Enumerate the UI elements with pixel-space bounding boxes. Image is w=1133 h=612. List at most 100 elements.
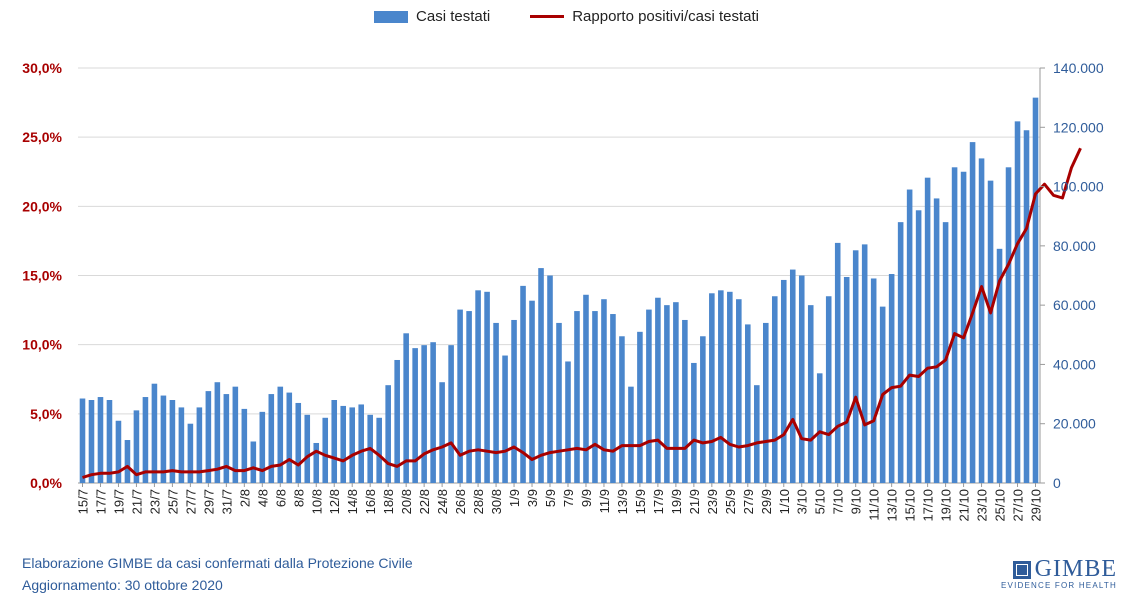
x-tick-label: 23/9 [705,489,720,514]
bar [250,441,257,483]
x-tick-label: 3/10 [795,489,810,514]
x-tick-label: 21/9 [687,489,702,514]
right-tick-label: 40.000 [1053,356,1096,372]
bar [133,410,140,483]
bar [214,382,221,483]
chart-plot: 0,0% 5,0% 10,0% 15,0% 20,0% 25,0% 30,0% 0 20.00… [22,60,1104,522]
bar [124,440,131,483]
bar [286,392,293,483]
x-tick-label: 2/8 [237,489,252,507]
chart-legend: Casi testati Rapporto positivi/casi test… [0,8,1133,25]
bar [79,398,86,483]
x-tick-label: 13/9 [615,489,630,514]
bar [1005,167,1012,483]
bar [987,180,994,483]
bar [897,222,904,483]
x-axis-ticks: 15/7 17/7 19/7 21/7 23/7 25/7 27/7 29/7 31/7 2/8 4… [75,483,1044,522]
bar-series [79,97,1039,484]
gridlines [78,67,1041,484]
x-tick-label: 20/8 [399,489,414,514]
bar [574,311,580,483]
bar [205,391,212,483]
bar [807,305,814,483]
x-tick-label: 11/10 [867,489,882,521]
x-tick-label: 11/9 [597,489,612,513]
right-axis-ticks: 0 20.000 40.000 60.000 80.000 100.000 120.000 1… [1040,60,1104,491]
logo-tagline: EVIDENCE FOR HEALTH [1001,581,1117,590]
x-tick-label: 23/7 [147,489,162,514]
x-tick-label: 19/9 [669,489,684,514]
bar [727,291,733,483]
x-tick-label: 7/9 [561,489,576,507]
bar [349,407,356,483]
x-tick-label: 1/9 [507,489,522,507]
bar [628,386,634,483]
legend-item-bars: Casi testati [374,8,490,25]
right-tick-label: 80.000 [1053,238,1096,254]
bar [870,278,877,483]
bar [259,411,266,483]
bar [466,311,472,483]
bar [933,198,940,483]
source-note: Elaborazione GIMBE da casi confermati da… [22,552,413,596]
bar [592,311,598,483]
bar [852,250,859,483]
bar [637,331,643,483]
bar [745,324,751,483]
bar [924,177,931,483]
bar [277,386,284,483]
legend-label-line: Rapporto positivi/casi testati [572,8,759,25]
x-tick-label: 19/7 [111,489,126,514]
legend-swatch-bars [374,10,409,23]
bar [88,400,95,483]
bar [340,405,347,483]
x-tick-label: 1/10 [777,489,792,514]
right-tick-label: 140.000 [1053,60,1104,76]
left-tick-label: 20,0% [22,198,62,214]
bar [448,345,454,483]
bar [942,222,949,483]
x-tick-label: 17/7 [93,489,108,514]
bar [619,336,625,483]
bar [232,386,239,483]
bar [762,322,769,483]
x-tick-label: 15/7 [75,489,90,514]
bar [403,333,409,483]
x-tick-label: 29/10 [1029,489,1044,522]
bar [331,400,338,483]
bar [241,408,248,483]
bar [709,293,715,483]
left-tick-label: 15,0% [22,268,62,284]
bar [888,274,895,483]
legend-item-line: Rapporto positivi/casi testati [530,8,759,25]
bar [718,290,724,483]
x-tick-label: 6/8 [273,489,288,507]
bar [268,394,275,483]
legend-swatch-line [530,15,565,18]
bar [906,189,913,484]
bar [798,275,805,483]
bar [196,407,203,483]
bar [439,382,445,483]
x-tick-label: 25/7 [165,489,180,514]
x-tick-label: 13/10 [885,489,900,522]
bar [430,342,436,483]
x-tick-label: 9/10 [849,489,864,514]
bar [529,300,535,483]
bar [664,305,670,483]
x-tick-label: 10/8 [309,489,324,514]
bar [996,248,1003,483]
x-tick-label: 9/9 [579,489,594,507]
bar [816,373,823,483]
bar [780,279,787,483]
bar [583,294,589,483]
bar [1032,97,1039,484]
left-axis-ticks: 0,0% 5,0% 10,0% 15,0% 20,0% 25,0% 30,0% [22,60,62,491]
bar [538,268,544,483]
bar [484,291,490,483]
bar [412,348,418,483]
x-tick-label: 5/10 [813,489,828,514]
bar [142,397,149,483]
x-tick-label: 26/8 [453,489,468,514]
x-tick-label: 3/9 [525,489,540,507]
